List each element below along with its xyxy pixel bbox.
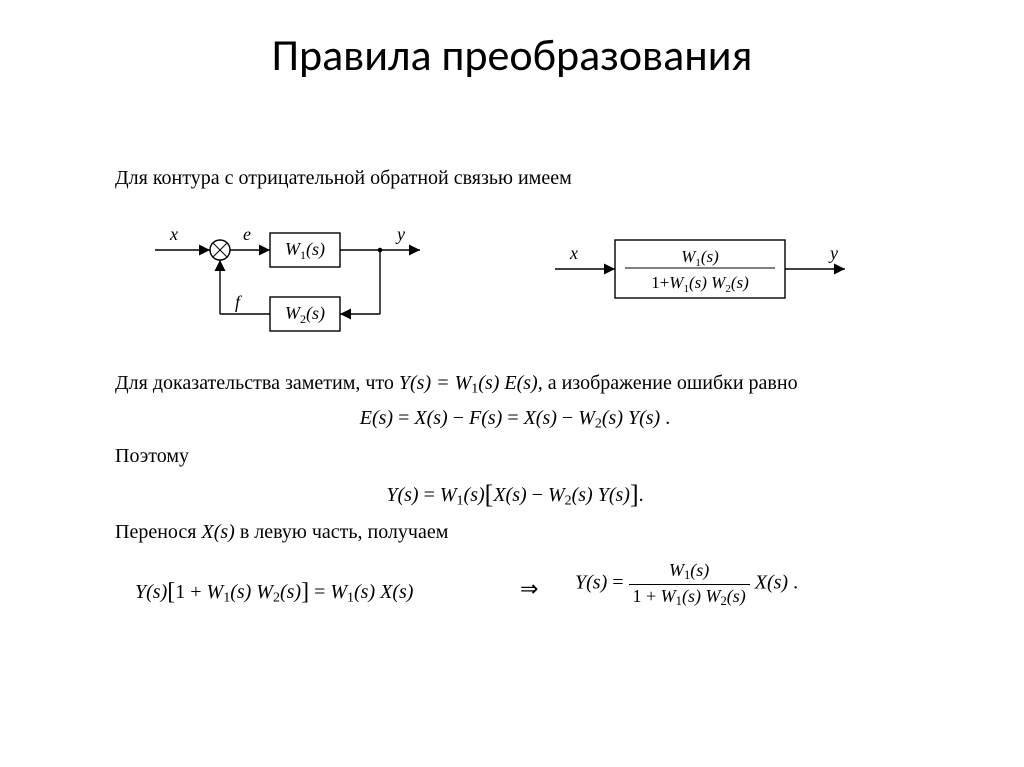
equation-e: E(s) = X(s) − F(s) = X(s) − W2(s) Y(s) . (115, 407, 915, 433)
equation-y: Y(s) = W1(s)[X(s) − W2(s) Y(s)]. (115, 478, 915, 510)
para-intro: Для контура с отрицательной обратной свя… (115, 165, 915, 192)
implies-arrow-icon: ⇒ (520, 576, 538, 602)
para-proof: Для доказательства заметим, что Y(s) = W… (115, 370, 915, 399)
label-x: x (169, 224, 178, 244)
label-f: f (235, 292, 243, 312)
equivalent-diagram: x W1(s) 1+W1(s) W2(s) y (545, 212, 855, 332)
para-moving: Перенося X(s) в левую часть, получаем (115, 519, 915, 546)
equation-final: Y(s)[1 + W1(s) W2(s)] = W1(s) X(s) ⇒ Y(s… (115, 560, 915, 622)
eq-final-left: Y(s)[1 + W1(s) W2(s)] = W1(s) X(s) (135, 578, 413, 607)
label-e: e (243, 224, 251, 244)
feedback-diagram: x e W1(s) y W2(s) (135, 200, 495, 360)
label-y2: y (828, 243, 838, 263)
page-title: Правила преобразования (0, 0, 1024, 82)
diagram-row: x e W1(s) y W2(s) (115, 200, 915, 360)
para-therefore: Поэтому (115, 443, 915, 470)
content-area: Для контура с отрицательной обратной свя… (115, 165, 915, 622)
svg-text:W1(s): W1(s) (681, 247, 719, 269)
label-y: y (395, 224, 405, 244)
svg-text:1+W1(s) W2(s): 1+W1(s) W2(s) (651, 273, 749, 295)
eq-final-right: Y(s) = W1(s) 1 + W1(s) W2(s) X(s) . (575, 560, 798, 608)
label-x2: x (569, 243, 578, 263)
